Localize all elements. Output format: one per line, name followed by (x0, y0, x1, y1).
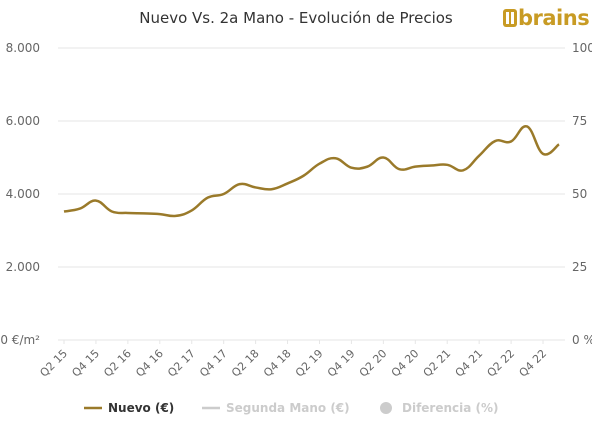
legend-item[interactable]: Diferencia (%) (380, 401, 499, 415)
x-tick-label: Q2 21 (421, 347, 454, 380)
x-tick-label: Q2 16 (101, 347, 134, 380)
right-tick-label: 75 (572, 114, 587, 128)
x-tick-label: Q4 20 (389, 347, 422, 380)
x-tick-label: Q4 17 (197, 347, 230, 380)
right-tick-label: 50 (572, 187, 587, 201)
legend-label: Diferencia (%) (402, 401, 499, 415)
right-tick-label: 100 (572, 41, 592, 55)
right-axis: 0 % 25 50 75 100 (572, 41, 592, 347)
x-tick-label: Q4 18 (261, 347, 294, 380)
x-tick-label: Q2 18 (229, 347, 262, 380)
legend-label: Segunda Mano (€) (226, 401, 350, 415)
x-tick-label: Q2 19 (293, 347, 326, 380)
grid (58, 47, 565, 341)
right-tick-label: 0 % (572, 333, 592, 347)
chart-title: Nuevo Vs. 2a Mano - Evolución de Precios (139, 9, 453, 27)
x-tick-label: Q4 15 (69, 347, 102, 380)
logo-mark-icon (503, 9, 517, 27)
left-tick-label: 4.000 (6, 187, 40, 201)
brains-logo: brains (503, 6, 590, 30)
left-axis: 0 €/m² 2.000 4.000 6.000 8.000 (0, 41, 40, 347)
legend-label: Nuevo (€) (108, 401, 174, 415)
series-layer (63, 125, 560, 218)
x-tick-label: Q2 20 (357, 347, 390, 380)
x-tick-label: Q4 22 (517, 347, 550, 380)
left-tick-label: 8.000 (6, 41, 40, 55)
series-line-nuevo[interactable] (63, 125, 560, 218)
x-axis: Q2 15 Q4 15 Q2 16 Q4 16 Q2 17 Q4 17 Q2 18 Q4 18… (37, 340, 549, 380)
x-tick-label: Q4 19 (325, 347, 358, 380)
logo-text: brains (518, 6, 590, 30)
x-tick-label: Q4 21 (453, 347, 486, 380)
legend-item[interactable]: Nuevo (€) (84, 401, 174, 415)
x-tick-label: Q4 16 (133, 347, 166, 380)
left-tick-label: 0 €/m² (0, 333, 40, 347)
x-tick-label: Q2 17 (165, 347, 198, 380)
legend-item[interactable]: Segunda Mano (€) (202, 401, 350, 415)
x-tick-label: Q2 15 (37, 347, 70, 380)
legend-circle-icon (380, 402, 392, 414)
right-tick-label: 25 (572, 260, 587, 274)
x-tick-label: Q2 22 (485, 347, 518, 380)
left-tick-label: 6.000 (6, 114, 40, 128)
legend: Nuevo (€) Segunda Mano (€) Diferencia (%) (84, 401, 499, 415)
left-tick-label: 2.000 (6, 260, 40, 274)
